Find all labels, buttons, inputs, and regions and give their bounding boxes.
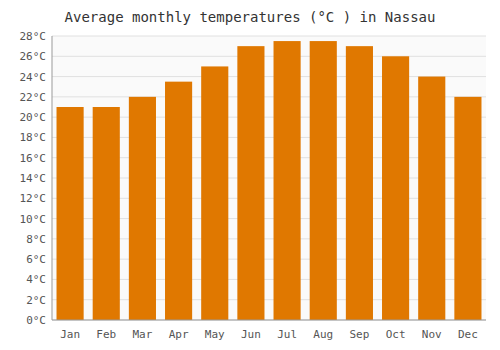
bar (93, 107, 120, 320)
y-tick-label: 2°C (26, 294, 46, 307)
bar (274, 41, 301, 320)
x-tick-label: Nov (422, 328, 442, 341)
x-tick-label: Jan (60, 328, 80, 341)
x-tick-label: Aug (313, 328, 333, 341)
y-tick-label: 6°C (26, 253, 46, 266)
title: Average monthly temperatures (°C ) in Na… (65, 9, 436, 25)
x-tick-label: Feb (96, 328, 116, 341)
bar (237, 46, 264, 320)
bars (57, 41, 482, 320)
x-tick-label: Dec (458, 328, 478, 341)
grid-line (52, 56, 486, 57)
bar (418, 77, 445, 320)
y-tick-label: 18°C (20, 131, 47, 144)
grid-line (52, 36, 486, 37)
x-tick-label: May (205, 328, 225, 341)
y-tick-label: 8°C (26, 233, 46, 246)
y-tick-label: 0°C (26, 314, 46, 327)
y-tick-label: 10°C (20, 213, 47, 226)
grid-line (52, 320, 486, 321)
bar (310, 41, 337, 320)
bar (129, 97, 156, 320)
x-tick-label: Jul (277, 328, 297, 341)
plot-background (52, 36, 486, 320)
x-tick-label: Apr (169, 328, 189, 341)
y-tick-label: 26°C (20, 50, 47, 63)
bar (346, 46, 373, 320)
y-axis-line (52, 36, 53, 320)
y-tick-label: 20°C (20, 111, 47, 124)
x-tick-label: Mar (132, 328, 152, 341)
chart: Average monthly temperatures (°C ) in Na… (0, 0, 500, 350)
bar (382, 56, 409, 320)
bar (165, 82, 192, 320)
x-tick-label: Oct (386, 328, 406, 341)
y-tick-label: 28°C (20, 30, 47, 43)
y-tick-label: 16°C (20, 152, 47, 165)
x-axis-line (52, 320, 486, 321)
y-tick-label: 4°C (26, 273, 46, 286)
y-tick-label: 24°C (20, 71, 47, 84)
y-tick-label: 14°C (20, 172, 47, 185)
bar (201, 66, 228, 320)
y-tick-label: 22°C (20, 91, 47, 104)
x-tick-label: Sep (349, 328, 369, 341)
y-tick-label: 12°C (20, 192, 47, 205)
bar (57, 107, 84, 320)
bar (454, 97, 481, 320)
x-tick-label: Jun (241, 328, 261, 341)
